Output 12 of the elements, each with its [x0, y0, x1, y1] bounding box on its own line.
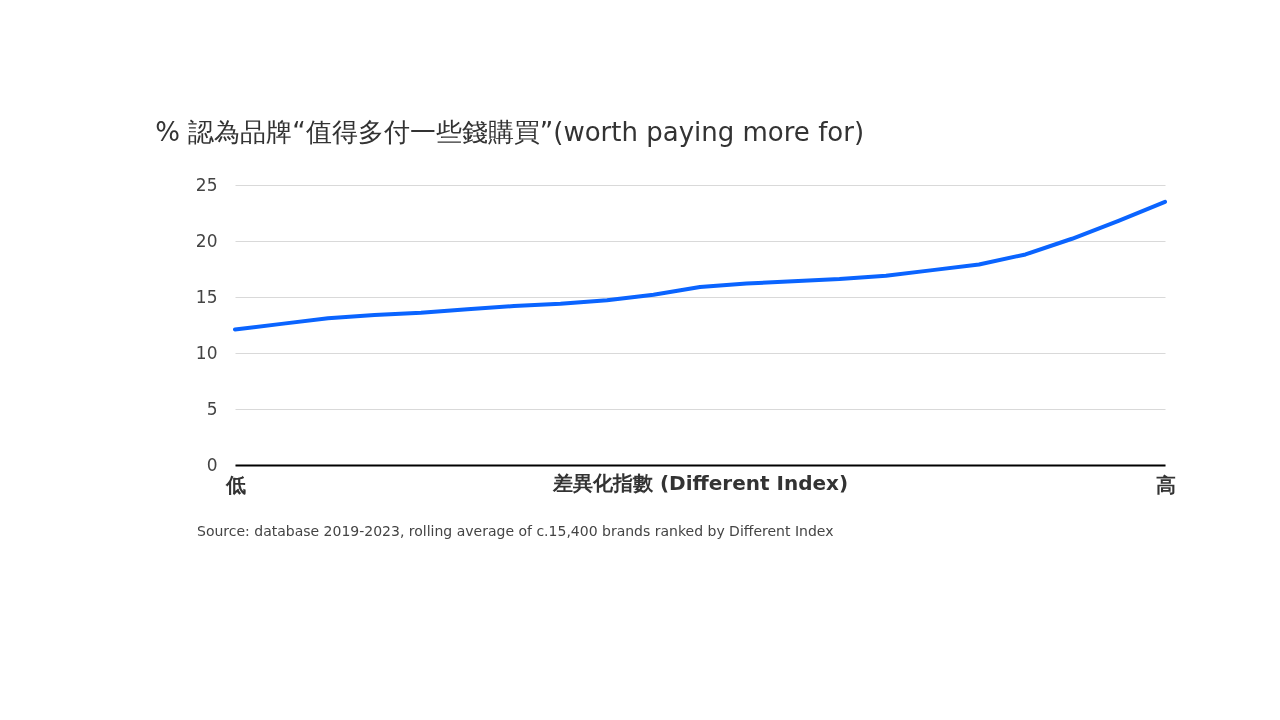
y-tick-label: 0	[206, 454, 218, 475]
chart-title: % 認為品牌“值得多付一些錢購買”(worth paying more for)	[155, 117, 865, 147]
x-tick-label: 低	[224, 472, 246, 497]
y-tick-label: 5	[206, 398, 218, 419]
x-axis-title: 差異化指數 (Different Index)	[551, 470, 849, 495]
y-tick-label: 10	[195, 342, 218, 363]
y-tick-label: 15	[195, 286, 218, 307]
y-tick-label: 25	[195, 174, 218, 195]
x-tick-label: 高	[1155, 472, 1176, 497]
source-note: Source: database 2019-2023, rolling average of c.15,400 brands ranked by Different Index	[197, 523, 834, 539]
y-tick-label: 20	[195, 230, 218, 251]
line-series	[233, 199, 1167, 332]
